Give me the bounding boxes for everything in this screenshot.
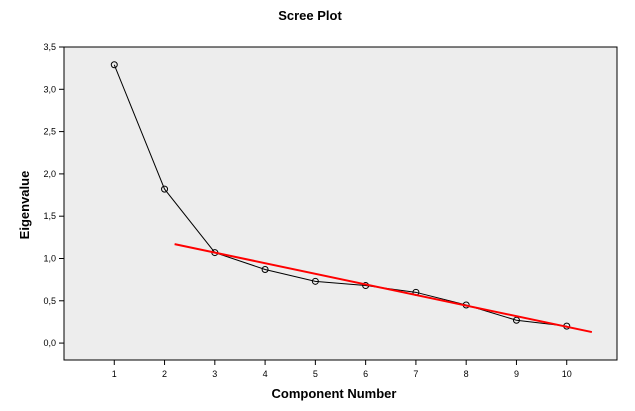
y-tick-label: 2,5 — [43, 127, 56, 137]
y-tick-label: 0,0 — [43, 338, 56, 348]
x-axis: 1 2 3 4 5 6 7 8 9 10 — [112, 360, 572, 379]
x-tick-label: 6 — [363, 369, 368, 379]
eigenvalue-line — [113, 64, 567, 327]
y-tick-label: 3,0 — [43, 84, 56, 94]
chart-title: Scree Plot — [278, 8, 342, 23]
y-tick-label: 1,0 — [43, 253, 56, 263]
x-tick-label: 4 — [263, 369, 268, 379]
trend-layer — [174, 243, 593, 334]
eigenvalue-point — [110, 61, 118, 69]
y-tick-label: 3,5 — [43, 42, 56, 52]
x-tick-label: 3 — [212, 369, 217, 379]
y-tick-label: 0,5 — [43, 296, 56, 306]
x-tick-label: 2 — [162, 369, 167, 379]
y-tick-label: 2,0 — [43, 169, 56, 179]
eigenvalue-point — [261, 265, 269, 273]
eigenvalue-point — [311, 277, 319, 285]
y-tick-label: 1,5 — [43, 211, 56, 221]
eigenvalue-point — [512, 316, 520, 324]
trend-line — [174, 243, 593, 334]
x-tick-label: 9 — [514, 369, 519, 379]
x-tick-label: 10 — [562, 369, 572, 379]
x-tick-label: 5 — [313, 369, 318, 379]
x-axis-label: Component Number — [272, 386, 397, 401]
x-tick-label: 1 — [112, 369, 117, 379]
x-tick-label: 7 — [413, 369, 418, 379]
eigenvalue-point — [161, 185, 169, 193]
x-tick-label: 8 — [464, 369, 469, 379]
y-axis: 0,0 0,5 1,0 1,5 2,0 2,5 3,0 3,5 — [43, 42, 64, 348]
y-axis-label: Eigenvalue — [17, 171, 32, 240]
plot-area — [63, 46, 618, 361]
